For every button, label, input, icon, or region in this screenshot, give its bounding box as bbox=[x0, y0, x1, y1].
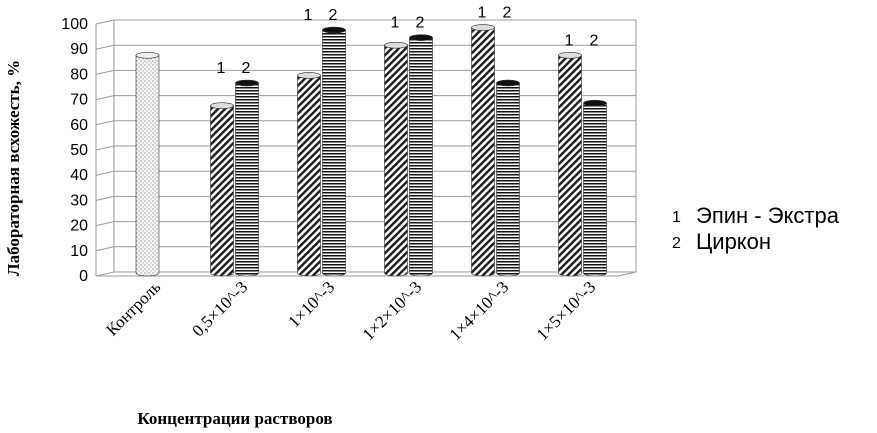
bar-series-2 bbox=[322, 26, 346, 277]
bar-series-1 bbox=[384, 41, 408, 277]
bar-series-1 bbox=[558, 51, 582, 277]
x-tick-label: 1×10^-3 bbox=[284, 277, 338, 331]
series-index-label: 2 bbox=[242, 60, 251, 77]
bar-control bbox=[135, 51, 160, 277]
bar-series-2 bbox=[496, 79, 520, 277]
y-axis-title: Лабораторная всхожесть, % bbox=[4, 60, 23, 276]
bar-series-2 bbox=[583, 99, 607, 277]
gridline-side bbox=[95, 221, 115, 227]
bar-series-2 bbox=[235, 79, 259, 277]
y-tick-label: 30 bbox=[70, 192, 88, 209]
bar-series-2 bbox=[409, 34, 433, 277]
bars bbox=[135, 24, 607, 277]
series-index-label: 2 bbox=[329, 7, 338, 24]
series-index-label: 2 bbox=[590, 32, 599, 49]
series-index-label: 1 bbox=[565, 32, 574, 49]
bar-series-1 bbox=[297, 72, 321, 277]
bar-series-1 bbox=[210, 102, 234, 277]
y-tick-label: 60 bbox=[70, 117, 88, 134]
x-axis-title: Концентрации растворов bbox=[137, 409, 332, 428]
series-index-label: 1 bbox=[478, 5, 487, 22]
y-tick-label: 40 bbox=[70, 167, 88, 184]
x-tick-label: 1×4×10^-3 bbox=[446, 277, 513, 344]
gridline-side bbox=[95, 19, 115, 25]
axes bbox=[95, 20, 637, 277]
series-index-label: 2 bbox=[416, 15, 425, 32]
series-index-label: 2 bbox=[503, 5, 512, 22]
gridline-side bbox=[95, 170, 115, 176]
y-tick-label: 0 bbox=[79, 268, 88, 285]
y-tick-label: 90 bbox=[70, 41, 88, 58]
legend-index: 1 bbox=[672, 209, 681, 226]
gridline-side bbox=[95, 271, 115, 277]
x-tick-label: 1×5×10^-3 bbox=[533, 277, 600, 344]
gridline-side bbox=[95, 69, 115, 75]
gridline-side bbox=[95, 195, 115, 201]
gridline-side bbox=[95, 44, 115, 50]
gridline-side bbox=[95, 120, 115, 126]
y-tick-label: 20 bbox=[70, 218, 88, 235]
legend-entry: Циркон bbox=[696, 229, 771, 254]
legend-index: 2 bbox=[672, 235, 681, 252]
y-tick-label: 100 bbox=[61, 16, 88, 33]
y-tick-label: 50 bbox=[70, 142, 88, 159]
x-tick-label: 0,5×10^-3 bbox=[188, 277, 251, 340]
series-index-label: 1 bbox=[391, 15, 400, 32]
gridlines bbox=[95, 19, 636, 277]
gridline-side bbox=[95, 145, 115, 151]
bar-series-1 bbox=[471, 24, 495, 277]
y-tick-label: 80 bbox=[70, 66, 88, 83]
floor bbox=[96, 271, 637, 277]
legend-entry: Эпин - Экстра bbox=[696, 203, 840, 228]
series-index-label: 1 bbox=[304, 7, 313, 24]
series-index-label: 1 bbox=[217, 60, 226, 77]
y-tick-label: 70 bbox=[70, 92, 88, 109]
x-tick-label: Контроль bbox=[102, 277, 164, 339]
gridline-side bbox=[95, 246, 115, 252]
legend: 1 Эпин - Экстра 2 Циркон bbox=[672, 203, 840, 254]
y-tick-label: 10 bbox=[70, 243, 88, 260]
gridline-side bbox=[95, 95, 115, 101]
x-tick-label: 1×2×10^-3 bbox=[359, 277, 426, 344]
